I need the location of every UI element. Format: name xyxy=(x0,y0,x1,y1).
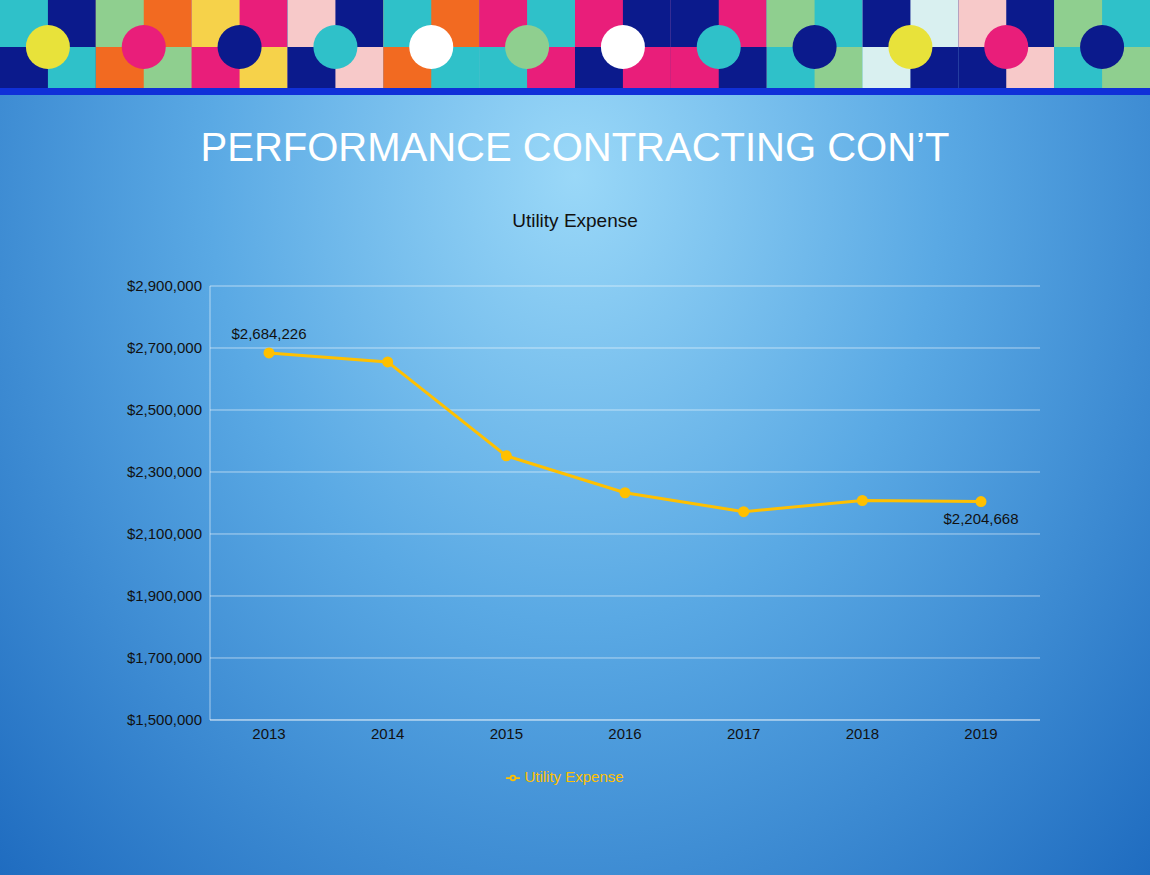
svg-text:2018: 2018 xyxy=(846,725,879,742)
svg-text:$2,684,226: $2,684,226 xyxy=(231,325,306,342)
svg-text:2017: 2017 xyxy=(727,725,760,742)
svg-text:$2,100,000: $2,100,000 xyxy=(127,525,202,542)
svg-text:$2,500,000: $2,500,000 xyxy=(127,401,202,418)
svg-text:$2,900,000: $2,900,000 xyxy=(127,277,202,294)
svg-text:$2,700,000: $2,700,000 xyxy=(127,339,202,356)
svg-text:2016: 2016 xyxy=(608,725,641,742)
html-text:PERFORMANCE CONTRACTING CON’T: PERFORMANCE CONTRACTING CON’T xyxy=(200,125,950,169)
svg-text:$2,204,668: $2,204,668 xyxy=(943,510,1018,527)
svg-text:2019: 2019 xyxy=(964,725,997,742)
svg-text:$1,700,000: $1,700,000 xyxy=(127,649,202,666)
svg-text:2014: 2014 xyxy=(371,725,404,742)
svg-text:2015: 2015 xyxy=(490,725,523,742)
svg-text:$1,900,000: $1,900,000 xyxy=(127,587,202,604)
html-text:Utility Expense: Utility Expense xyxy=(524,768,624,785)
svg-text:$1,500,000: $1,500,000 xyxy=(127,711,202,728)
svg-text:2013: 2013 xyxy=(252,725,285,742)
svg-text:$2,300,000: $2,300,000 xyxy=(127,463,202,480)
html-text:Utility Expense: Utility Expense xyxy=(512,210,638,231)
